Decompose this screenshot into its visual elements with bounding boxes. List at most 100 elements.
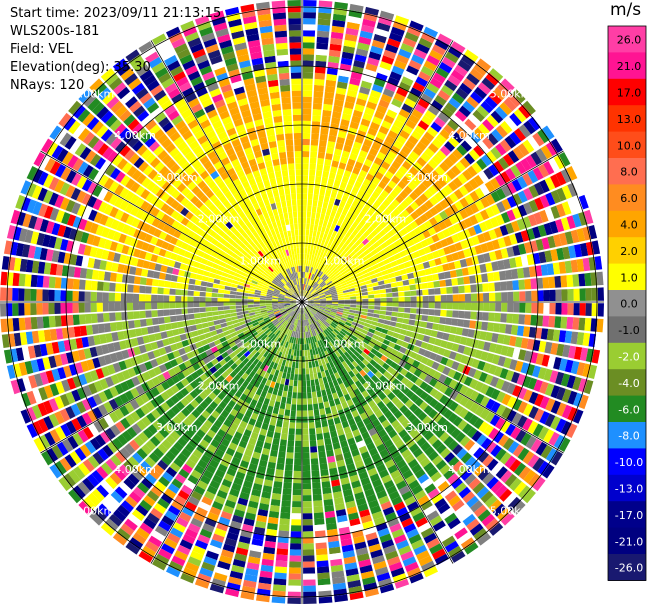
velocity-cell	[247, 304, 254, 308]
velocity-cell	[218, 249, 226, 257]
velocity-cell	[333, 491, 343, 499]
velocity-cell	[230, 362, 238, 371]
velocity-cell	[463, 346, 471, 356]
velocity-cell	[324, 91, 335, 99]
velocity-cell	[295, 337, 299, 344]
velocity-cell	[449, 326, 457, 334]
velocity-cell	[490, 146, 502, 160]
velocity-cell	[205, 297, 212, 302]
velocity-cell	[491, 462, 504, 475]
velocity-cell	[420, 500, 433, 511]
velocity-cell	[316, 36, 329, 44]
velocity-cell	[385, 288, 393, 293]
velocity-cell	[477, 468, 490, 481]
velocity-cell	[438, 272, 446, 280]
velocity-cell	[273, 291, 280, 295]
velocity-cell	[91, 470, 104, 484]
velocity-cell	[313, 84, 324, 92]
velocity-cell	[76, 401, 87, 414]
velocity-cell	[92, 185, 103, 197]
velocity-cell	[562, 246, 571, 260]
velocity-cell	[121, 274, 129, 283]
velocity-cell	[156, 255, 164, 264]
velocity-cell	[254, 292, 261, 296]
velocity-cell	[558, 437, 571, 452]
velocity-cell	[61, 379, 71, 392]
velocity-cell	[386, 194, 395, 203]
velocity-cell	[403, 523, 417, 534]
velocity-cell	[290, 303, 297, 306]
velocity-cell	[304, 338, 307, 345]
velocity-cell	[363, 348, 371, 355]
velocity-cell	[54, 426, 67, 440]
velocity-cell	[560, 168, 572, 183]
velocity-cell	[303, 42, 315, 49]
velocity-cell	[135, 504, 149, 517]
velocity-cell	[110, 374, 120, 385]
velocity-cell	[386, 297, 393, 302]
velocity-cell	[528, 326, 537, 338]
velocity-cell	[97, 281, 104, 291]
velocity-cell	[549, 303, 556, 315]
velocity-cell	[150, 207, 160, 217]
velocity-cell	[328, 284, 335, 289]
velocity-cell	[355, 216, 362, 224]
velocity-cell	[346, 349, 353, 356]
velocity-cell	[434, 165, 446, 177]
velocity-cell	[312, 482, 321, 489]
velocity-cell	[233, 417, 242, 426]
velocity-cell	[396, 351, 404, 359]
velocity-cell	[324, 438, 332, 446]
velocity-cell	[237, 317, 245, 323]
velocity-cell	[404, 195, 414, 205]
velocity-cell	[308, 254, 312, 261]
velocity-cell	[335, 271, 341, 277]
velocity-cell	[464, 311, 471, 319]
velocity-cell	[103, 191, 114, 203]
velocity-cell	[564, 231, 574, 245]
velocity-cell	[160, 203, 170, 213]
velocity-cell	[269, 285, 275, 290]
velocity-cell	[294, 452, 302, 459]
velocity-cell	[219, 484, 230, 494]
velocity-cell	[231, 355, 239, 363]
velocity-cell	[150, 196, 160, 206]
velocity-cell	[228, 341, 236, 348]
velocity-cell	[352, 266, 360, 272]
velocity-cell	[462, 169, 473, 181]
velocity-cell	[532, 132, 545, 147]
velocity-cell	[561, 303, 568, 315]
velocity-cell	[249, 370, 256, 378]
velocity-cell	[322, 426, 330, 434]
velocity-cell	[356, 175, 365, 184]
velocity-cell	[509, 257, 517, 269]
velocity-cell	[347, 178, 356, 186]
velocity-cell	[305, 306, 310, 312]
velocity-cell	[286, 316, 292, 322]
velocity-cell	[192, 545, 206, 556]
velocity-cell	[60, 167, 72, 181]
velocity-cell	[411, 130, 422, 141]
velocity-cell	[418, 522, 431, 533]
velocity-cell	[79, 267, 88, 279]
velocity-cell	[560, 316, 568, 329]
velocity-cell	[316, 287, 323, 293]
velocity-cell	[271, 303, 278, 305]
velocity-cell	[189, 325, 197, 332]
velocity-cell	[281, 311, 288, 317]
velocity-cell	[109, 352, 118, 363]
velocity-cell	[564, 359, 574, 373]
velocity-cell	[140, 189, 151, 200]
velocity-cell	[261, 558, 274, 567]
velocity-cell	[218, 347, 226, 355]
velocity-cell	[528, 473, 541, 488]
velocity-cell	[323, 287, 329, 291]
velocity-cell	[390, 260, 398, 267]
velocity-cell	[368, 447, 379, 457]
velocity-cell	[498, 434, 510, 447]
velocity-cell	[365, 345, 373, 352]
velocity-cell	[166, 243, 175, 252]
velocity-cell	[448, 351, 457, 360]
velocity-cell	[421, 32, 436, 44]
velocity-cell	[377, 194, 386, 204]
